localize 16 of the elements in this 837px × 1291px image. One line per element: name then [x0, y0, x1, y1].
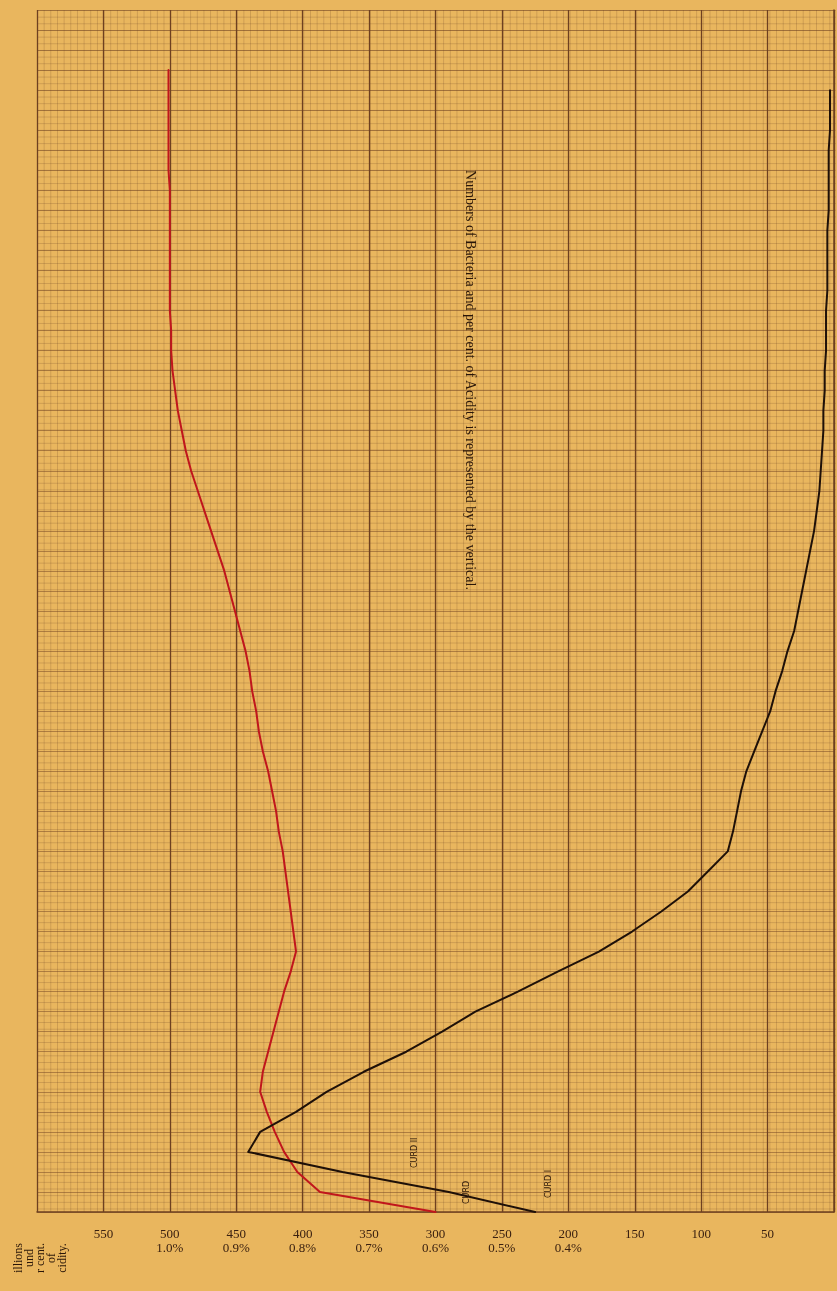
- x-tick-label: 450 0.9%: [222, 1225, 250, 1255]
- x-tick-label: 200 0.4%: [554, 1225, 583, 1255]
- x-tick-label: 50: [761, 1225, 775, 1241]
- x-tick-label: 100: [691, 1225, 711, 1241]
- text: Numbers of Bacteria and per cent. of Acidity is represented by the vertical.: [462, 170, 478, 590]
- annotation: CURD: [461, 1180, 471, 1204]
- x-tick-label: 500 1.0%: [156, 1225, 184, 1255]
- annotation: CURD II: [409, 1137, 419, 1168]
- x-tick-label: 300 0.6%: [421, 1225, 450, 1255]
- x-tick-label: 550: [93, 1225, 114, 1241]
- y-axis-title: illions und r cent. of cidity.: [11, 1242, 69, 1274]
- x-tick-label: 350 0.7%: [355, 1225, 383, 1255]
- annotation: CURD I: [543, 1169, 553, 1198]
- x-tick-label: 250 0.5%: [488, 1225, 516, 1255]
- x-tick-label: 400 0.8%: [289, 1225, 317, 1255]
- x-tick-label: 150: [625, 1225, 645, 1241]
